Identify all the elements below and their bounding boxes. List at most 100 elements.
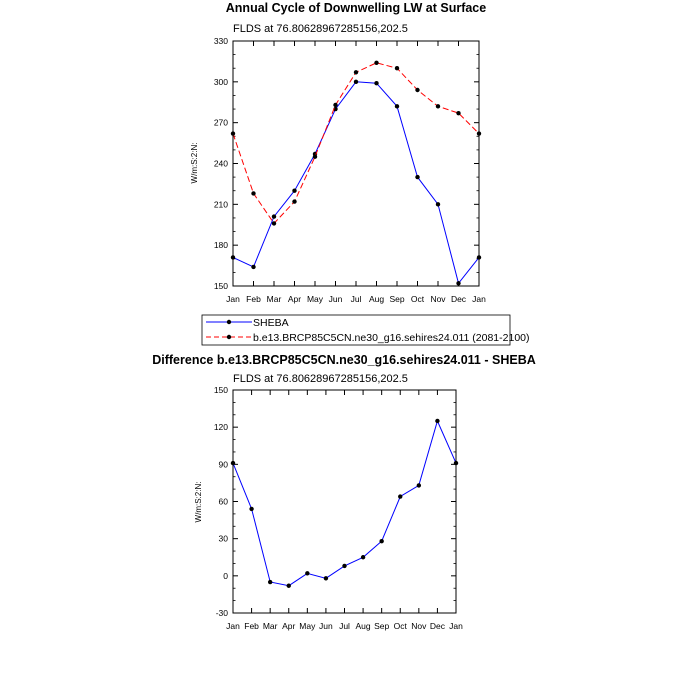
chart-1-series-0-point xyxy=(292,188,297,193)
chart-1-series-0-point xyxy=(251,264,256,270)
chart-2-xtick-label: Jan xyxy=(226,621,240,631)
chart-2-ytick-label: 30 xyxy=(219,534,229,544)
chart-2-xtick-label: Mar xyxy=(263,621,278,631)
chart-2-plot-area: -30 0 30 60 90 120 150 Jan Feb Mar Apr May Jun Jul Aug… xyxy=(214,385,463,631)
chart-1-ytick-label: 180 xyxy=(214,240,228,250)
chart-2-ytick-label: -30 xyxy=(216,608,229,618)
chart-1-series-0-point xyxy=(435,202,441,207)
chart-1-title: Annual Cycle of Downwelling LW at Surfac… xyxy=(226,1,486,15)
chart-1-series-1-point xyxy=(415,87,420,93)
chart-2-xtick-label: Jul xyxy=(339,621,350,631)
chart-2-series-0-point xyxy=(416,483,422,488)
chart-1-xtick-label: Dec xyxy=(451,294,467,304)
chart-2-ytick-label: 150 xyxy=(214,385,228,395)
legend-marker-sheba xyxy=(226,319,232,325)
chart-annual-cycle: Annual Cycle of Downwelling LW at Surfac… xyxy=(190,1,486,304)
legend: SHEBA b.e13.BRCP85C5CN.ne30_g16.sehires2… xyxy=(201,314,530,346)
chart-2-xtick-label: Jun xyxy=(319,621,333,631)
chart-2-series-0-point xyxy=(249,506,254,512)
chart-2-series-0-point xyxy=(360,555,366,560)
chart-1-series-1-point xyxy=(394,66,400,71)
chart-1-series-1-point xyxy=(456,110,461,116)
chart-2-xtick-label: May xyxy=(299,621,316,631)
chart-2-series-0-point xyxy=(398,494,403,499)
chart-1-ytick-label: 240 xyxy=(214,159,228,169)
chart-1-xtick-label: Apr xyxy=(288,294,301,304)
chart-1-series-0-point xyxy=(271,214,277,219)
chart-1-ytick-label: 210 xyxy=(214,199,228,209)
chart-2-xtick-label: Feb xyxy=(244,621,259,631)
chart-2-series-0-point xyxy=(230,460,236,466)
chart-2-ytick-label: 120 xyxy=(214,422,228,432)
chart-1-plot-area: 150 180 210 240 270 300 330 Jan Feb Mar Apr May Jun J… xyxy=(214,36,486,304)
chart-2-xtick-label: Nov xyxy=(411,621,427,631)
chart-1-series-1-point xyxy=(251,191,256,196)
legend-label-sheba: SHEBA xyxy=(253,317,289,329)
chart-2-xtick-label: Aug xyxy=(356,621,371,631)
chart-1-series-0-point xyxy=(476,255,482,260)
chart-2-series-0-line xyxy=(232,419,457,587)
chart-1-series-1-point xyxy=(353,70,359,75)
chart-1-subtitle: FLDS at 76.80628967285156,202.5 xyxy=(233,23,408,35)
chart-1-series-0-point xyxy=(394,104,400,109)
chart-1-xtick-label: Jun xyxy=(329,294,343,304)
chart-1-series-0-point xyxy=(353,79,359,85)
chart-2-ytick-label: 90 xyxy=(219,459,229,469)
chart-2-title: Difference b.e13.BRCP85C5CN.ne30_g16.seh… xyxy=(152,353,536,367)
chart-1-series-1-point xyxy=(312,154,318,159)
chart-1-series-0-line xyxy=(232,81,480,285)
chart-2-xtick-label: Dec xyxy=(430,621,446,631)
chart-2-xtick-label: Oct xyxy=(394,621,408,631)
chart-2-series-0-point xyxy=(286,583,291,588)
chart-1-series-0-point xyxy=(230,255,236,260)
chart-2-series-0-point xyxy=(379,538,384,544)
chart-1-series-1-point xyxy=(374,60,379,65)
chart-1-series-1-point xyxy=(230,131,236,136)
chart-1-series-0-point xyxy=(456,281,461,286)
chart-1-ytick-label: 150 xyxy=(214,281,228,291)
chart-2-subtitle: FLDS at 76.80628967285156,202.5 xyxy=(233,373,408,385)
legend-marker-model xyxy=(226,334,232,340)
chart-1-xtick-label: Jan xyxy=(226,294,240,304)
chart-1-xtick-label: Nov xyxy=(430,294,446,304)
chart-1-ytick-label: 270 xyxy=(214,118,228,128)
chart-1-series-1-point xyxy=(271,221,277,226)
chart-2-ytick-label: 60 xyxy=(219,497,229,507)
chart-2-series-0-point xyxy=(453,460,459,466)
chart-1-ytick-label: 300 xyxy=(214,77,228,87)
chart-2-series-0-point xyxy=(323,576,329,581)
chart-1-series-1-point xyxy=(333,102,338,108)
chart-2-xtick-label: Sep xyxy=(374,621,389,631)
chart-1-xtick-label: Jan xyxy=(472,294,486,304)
legend-label-model: b.e13.BRCP85C5CN.ne30_g16.sehires24.011 … xyxy=(253,332,530,344)
chart-1-xtick-label: May xyxy=(307,294,324,304)
chart-1-series-0-point xyxy=(374,80,379,86)
chart-1-series-1-point xyxy=(435,104,441,109)
chart-1-frame xyxy=(232,40,480,287)
chart-1-xtick-label: Jul xyxy=(351,294,362,304)
chart-1-series-0-point xyxy=(415,174,420,180)
chart-2-xtick-label: Jan xyxy=(449,621,463,631)
chart-2-series-0-point xyxy=(435,418,440,424)
legend-box xyxy=(201,314,511,346)
chart-1-series-1-line xyxy=(232,62,480,225)
chart-1-series-1-point xyxy=(292,199,297,204)
chart-1-y-axis-label: W/m:S:2:N: xyxy=(190,143,199,184)
chart-1-xtick-label: Oct xyxy=(411,294,425,304)
chart-1-xtick-label: Sep xyxy=(389,294,404,304)
chart-2-frame xyxy=(232,389,457,614)
chart-difference: Difference b.e13.BRCP85C5CN.ne30_g16.seh… xyxy=(152,353,536,631)
chart-2-series-0-point xyxy=(342,563,347,569)
chart-1-series-1-point xyxy=(476,131,482,136)
chart-2-xtick-label: Apr xyxy=(282,621,295,631)
chart-2-y-axis-label: W/m:S:2:N: xyxy=(194,482,203,523)
chart-2-series-0-point xyxy=(305,571,310,576)
chart-1-ytick-label: 330 xyxy=(214,36,228,46)
chart-2-series-0-point xyxy=(267,579,273,585)
chart-1-xtick-label: Mar xyxy=(267,294,282,304)
chart-1-series-0-point xyxy=(333,106,338,112)
chart-1-xtick-label: Aug xyxy=(369,294,384,304)
chart-2-ytick-label: 0 xyxy=(223,571,228,581)
chart-1-xtick-label: Feb xyxy=(246,294,261,304)
